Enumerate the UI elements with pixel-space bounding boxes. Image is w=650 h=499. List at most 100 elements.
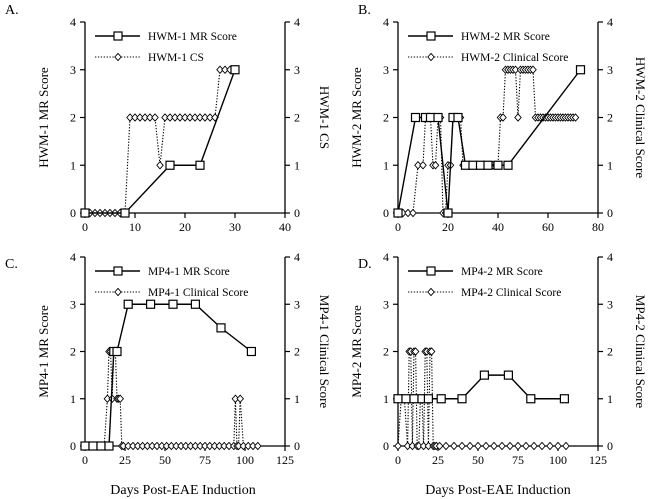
panel-label: C. [5,257,18,272]
mr-score-point [468,160,478,170]
mr-score-point [460,160,471,170]
x-tick-label: 50 [159,453,171,467]
mr-score-point [423,394,433,404]
clinical-score-point [546,441,554,451]
y-tick-label-right: 4 [607,15,613,29]
clinical-score-point [146,113,154,122]
x-tick-label: 125 [589,453,607,467]
x-tick-label: 25 [119,453,131,467]
legend-marker-mr [113,31,123,41]
clinical-score-point [435,441,444,451]
clinical-score-point [181,113,189,122]
x-tick-label: 10 [129,220,141,234]
mr-score-point [457,394,467,404]
y-axis-title-right: HWM-2 Clinical Score [633,57,648,179]
y-tick-label-right: 2 [294,111,300,125]
clinical-score-point [151,113,159,122]
legend-label-clinical: MP4-2 Clinical Score [461,287,561,299]
legend-label-clinical: HWM-1 CS [148,52,204,64]
legend-label-mr: HWM-2 MR Score [461,31,550,43]
clinical-score-point [186,113,194,122]
y-tick-label-right: 3 [294,297,300,311]
clinical-score-point [236,394,245,404]
clinical-score-line [398,69,576,214]
x-tick-label: 50 [472,453,484,467]
y-tick-label-right: 0 [607,206,613,220]
clinical-score-point [482,441,490,451]
clinical-score-point [431,160,440,170]
y-axis-title-right: MP4-1 Clinical Score [317,295,332,409]
x-tick-label: 0 [395,220,401,234]
clinical-score-point [196,113,204,122]
mr-score-point [401,394,411,404]
legend-marker-mr [426,31,436,41]
y-tick-label-left: 0 [383,206,389,220]
mr-score-point [526,394,536,404]
mr-score-point [146,299,156,309]
mr-score-point [104,441,114,451]
clinical-score-point [466,441,474,451]
clinical-score-point [522,441,530,451]
clinical-score-point [450,441,458,451]
clinical-score-point [166,113,174,122]
clinical-score-point [404,208,412,218]
clinical-score-point [161,113,169,122]
y-tick-label-left: 1 [70,158,76,172]
y-tick-label-right: 2 [607,345,613,359]
y-tick-label-left: 0 [70,206,76,220]
mr-score-point [409,394,419,404]
mr-score-point [433,112,443,123]
clinical-score-point [253,441,262,451]
legend-label-mr: MP4-2 MR Score [461,266,543,278]
mr-score-point [436,394,446,404]
x-tick-label: 20 [442,220,454,234]
clinical-score-point [474,441,482,451]
mr-score-point [96,441,106,451]
mr-score-point [195,160,205,170]
clinical-score-point [419,160,427,170]
mr-score-line [397,69,582,214]
y-tick-label-right: 1 [294,392,300,406]
clinical-score-point [490,441,498,451]
legend-marker-clinical [427,287,435,297]
clinical-score-point [411,347,420,356]
x-tick-label: 100 [236,453,254,467]
y-axis-title-left: HWM-2 MR Score [349,67,364,168]
clinical-score-point [221,65,229,75]
y-tick-label-left: 3 [383,63,389,77]
y-tick-label-right: 3 [607,63,613,77]
y-tick-label-left: 0 [383,439,389,453]
y-axis-title-right: HWM-1 CS [317,86,332,149]
mr-score-line [85,69,236,214]
mr-score-point [112,346,122,357]
y-tick-label-right: 4 [607,250,613,264]
clinical-score-point [414,160,422,170]
clinical-score-point [554,441,562,451]
x-tick-label: 75 [512,453,524,467]
y-tick-label-right: 3 [294,63,300,77]
x-tick-label: 80 [592,220,604,234]
x-tick-label: 60 [542,220,554,234]
clinical-score-point [136,113,144,122]
y-axis-title-left: MP4-2 MR Score [349,305,364,398]
clinical-score-point [171,113,179,122]
y-tick-label-right: 3 [607,297,613,311]
y-tick-label-left: 4 [70,250,76,264]
y-tick-label-left: 2 [70,345,76,359]
clinical-score-point [499,113,507,122]
y-tick-label-left: 4 [70,15,76,29]
legend-label-clinical: HWM-2 Clinical Score [461,52,568,64]
y-tick-label-left: 3 [70,63,76,77]
clinical-score-point [176,113,184,122]
x-axis-title-left: Days Post-EAE Induction [110,483,255,498]
x-tick-label: 0 [395,453,401,467]
legend-label-mr: MP4-1 MR Score [148,266,230,278]
clinical-score-point [126,113,134,122]
mr-score-point [393,208,403,218]
x-tick-label: 0 [82,220,88,234]
